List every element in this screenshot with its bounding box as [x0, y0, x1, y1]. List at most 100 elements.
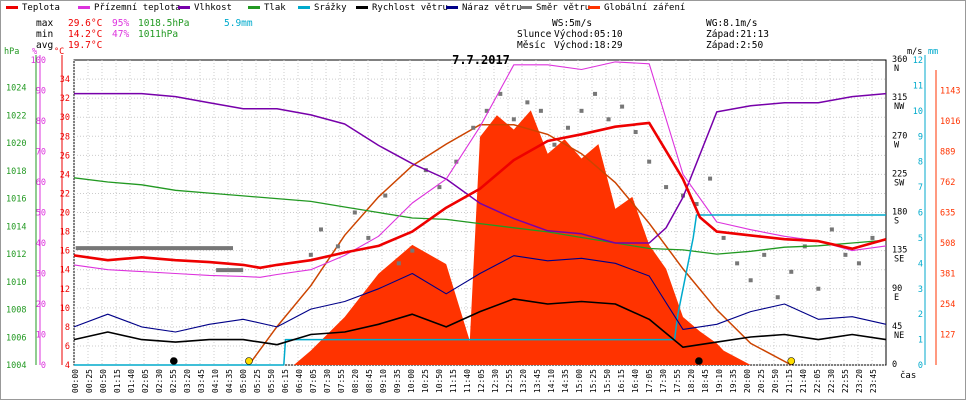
- tick-temperature: 8: [65, 323, 70, 333]
- x-tick: 20:00: [743, 369, 752, 393]
- legend-label: Náraz větru: [462, 3, 522, 13]
- wind-dir-point: [538, 108, 543, 113]
- tick-compass: NW: [894, 102, 905, 112]
- x-tick: 17:05: [645, 369, 654, 393]
- tick-compass: W: [894, 140, 900, 150]
- legend-item-8: Globální záření: [588, 3, 685, 13]
- series-ground-temperature: [73, 61, 887, 278]
- legend-item-3: Tlak: [248, 3, 286, 13]
- x-tick: 16:40: [631, 369, 640, 393]
- marker-2: [695, 357, 703, 365]
- x-tick: 10:25: [421, 369, 430, 393]
- tick-pressure: 1020: [6, 139, 26, 149]
- tick-temperature: 32: [60, 94, 70, 104]
- marker-0: [170, 357, 178, 365]
- tick-rain: 2: [918, 310, 923, 320]
- x-tick: 02:30: [155, 369, 164, 393]
- legend-label: Srážky: [314, 3, 347, 13]
- legend-swatch: [588, 6, 600, 9]
- tick-wind-dir: 135: [892, 246, 907, 256]
- x-tick: 17:55: [673, 369, 682, 393]
- stat-max-hum: 95%: [112, 18, 129, 29]
- x-tick: 15:00: [575, 369, 584, 393]
- x-tick: 18:45: [701, 369, 710, 393]
- tick-humidity: 20: [36, 300, 46, 310]
- x-tick: 03:45: [197, 369, 206, 393]
- tick-temperature: 6: [65, 342, 70, 352]
- wind-dir-point: [633, 130, 638, 135]
- wind-dir-point: [352, 210, 357, 215]
- series-humidity: [74, 92, 887, 244]
- x-tick: 12:55: [505, 369, 514, 393]
- tick-radiation: 889: [940, 148, 955, 158]
- axis-label-wind: m/s: [907, 47, 922, 57]
- x-tick: 12:30: [491, 369, 500, 393]
- tick-rain: 0: [918, 361, 923, 371]
- tick-rain: 3: [918, 285, 923, 295]
- x-tick: 19:10: [715, 369, 724, 393]
- tick-temperature: 16: [60, 247, 70, 257]
- series-rain: [74, 214, 886, 366]
- legend-label: Globální záření: [604, 3, 685, 13]
- tick-rain: 7: [918, 183, 923, 193]
- wind-dir-point: [829, 227, 834, 232]
- x-tick: 09:10: [379, 369, 388, 393]
- tick-pressure: 1022: [6, 111, 26, 121]
- legend-swatch: [356, 6, 368, 9]
- tick-humidity: 10: [36, 331, 46, 341]
- tick-compass: SW: [894, 178, 905, 188]
- tick-temperature: 14: [60, 266, 70, 276]
- x-tick: 22:05: [813, 369, 822, 393]
- legend-item-0: Teplota: [6, 3, 60, 13]
- wind-dir-point: [721, 235, 726, 240]
- wind-dir-point: [484, 108, 489, 113]
- x-tick: 08:45: [365, 369, 374, 393]
- tick-humidity: 30: [36, 270, 46, 280]
- legend-item-7: Směr větru: [520, 3, 590, 13]
- stat-max-label: max: [36, 18, 53, 29]
- series-pressure: [73, 177, 887, 255]
- stat-min-press: 1011hPa: [138, 29, 178, 40]
- tick-rain: 6: [918, 209, 923, 219]
- tick-wind-dir: 45: [892, 322, 902, 332]
- tick-radiation: 1016: [940, 117, 960, 127]
- tick-temperature: 20: [60, 209, 70, 219]
- tick-radiation: 635: [940, 209, 955, 219]
- wind-dir-point: [647, 159, 652, 164]
- tick-rain: 5: [918, 234, 923, 244]
- axis-label-temperature: °C: [54, 47, 64, 57]
- astro-moon-label: Měsíc: [517, 40, 546, 51]
- wind-dir-point: [789, 269, 794, 274]
- wind-dir-point: [762, 252, 767, 257]
- wind-dir-point: [870, 235, 875, 240]
- wind-dir-point: [525, 100, 530, 105]
- tick-wind-dir: 0: [892, 360, 897, 370]
- stat-min-temp: 14.2°C: [68, 29, 102, 40]
- tick-compass: E: [894, 293, 899, 303]
- tick-humidity: 0: [41, 361, 46, 371]
- tick-rain: 4: [918, 259, 923, 269]
- tick-temperature: 28: [60, 132, 70, 142]
- tick-radiation: 127: [940, 331, 955, 341]
- radiation-area: [74, 110, 886, 366]
- tick-temperature: 24: [60, 170, 70, 180]
- series-wind-gust: [73, 255, 887, 333]
- tick-humidity: 50: [36, 209, 46, 219]
- tick-wind-dir: 270: [892, 131, 907, 141]
- astro-sunrise: Východ:05:10: [554, 29, 623, 40]
- x-tick: 06:15: [281, 369, 290, 393]
- stat-avg-temp: 19.7°C: [68, 40, 102, 51]
- wind-dir-point: [856, 261, 861, 266]
- legend-item-5: Rychlost větru: [356, 3, 448, 13]
- x-tick: 05:25: [253, 369, 262, 393]
- x-tick: 04:10: [211, 369, 220, 393]
- tick-temperature: 18: [60, 228, 70, 238]
- x-tick: 03:20: [183, 369, 192, 393]
- x-tick: 04:35: [225, 369, 234, 393]
- tick-humidity: 100: [31, 56, 46, 66]
- wind-dir-point: [335, 244, 340, 249]
- stat-max-press: 1018.5hPa: [138, 18, 189, 29]
- legend-label: Rychlost větru: [372, 3, 448, 13]
- legend-item-4: Srážky: [298, 3, 347, 13]
- tick-pressure: 1016: [6, 195, 26, 205]
